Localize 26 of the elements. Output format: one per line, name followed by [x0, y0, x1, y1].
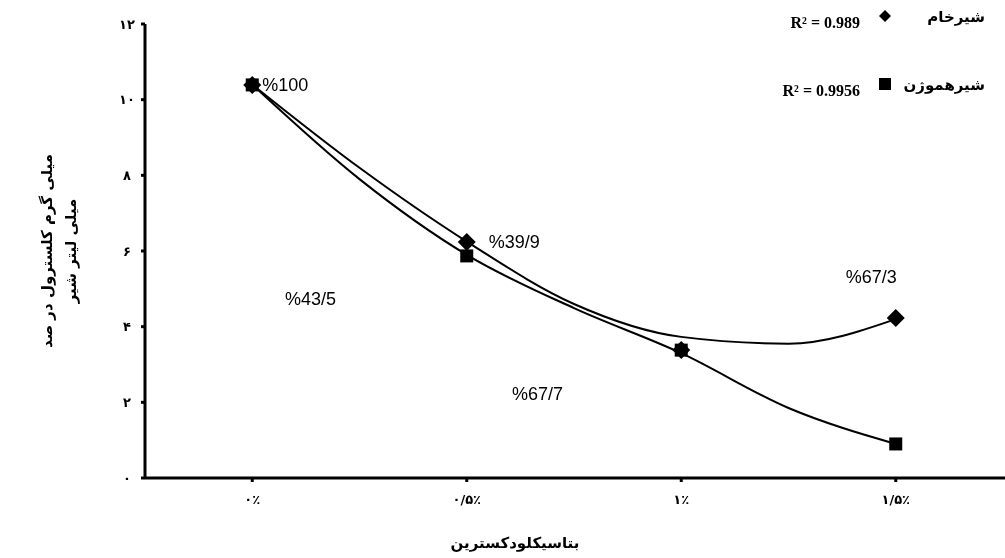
y-tick-label: ۰ — [123, 470, 131, 486]
annotation: %67/3 — [845, 266, 897, 287]
point — [889, 437, 903, 451]
y-tick-label: ۶ — [123, 243, 131, 259]
annotation: %39/9 — [488, 231, 540, 252]
x-tick-label: ۰٪ — [244, 492, 261, 507]
y-tick-label: ۱۰ — [119, 92, 135, 108]
legend-label: شیرهموژن — [903, 76, 985, 94]
annotation: %67/7 — [512, 384, 564, 404]
y-tick-label: ۱۲ — [119, 16, 135, 32]
annotation: %43/5 — [285, 289, 337, 309]
annotation: R² = 0.9956 — [782, 82, 860, 99]
x-tick-label: ۰/۵٪ — [452, 492, 482, 507]
text: شیرخام — [927, 8, 985, 26]
x-tick-label: ۱٪ — [673, 492, 690, 507]
annotation: R² = 0.989 — [790, 14, 860, 31]
y-tick-label: ۸ — [123, 167, 132, 183]
y-tick-label: ۴ — [123, 319, 132, 335]
x-axis-title: بتاسیکلودکسترین — [450, 534, 580, 552]
x-tick-label: ۱/۵٪ — [881, 492, 911, 507]
y-axis-title: میلی گرم کلسترول در صد میلی لیتر شیر — [38, 153, 80, 349]
point — [886, 308, 905, 327]
point — [457, 232, 476, 251]
annotation: %100 — [262, 74, 309, 95]
point — [460, 249, 474, 263]
y-tick-label: ۲ — [123, 394, 132, 410]
